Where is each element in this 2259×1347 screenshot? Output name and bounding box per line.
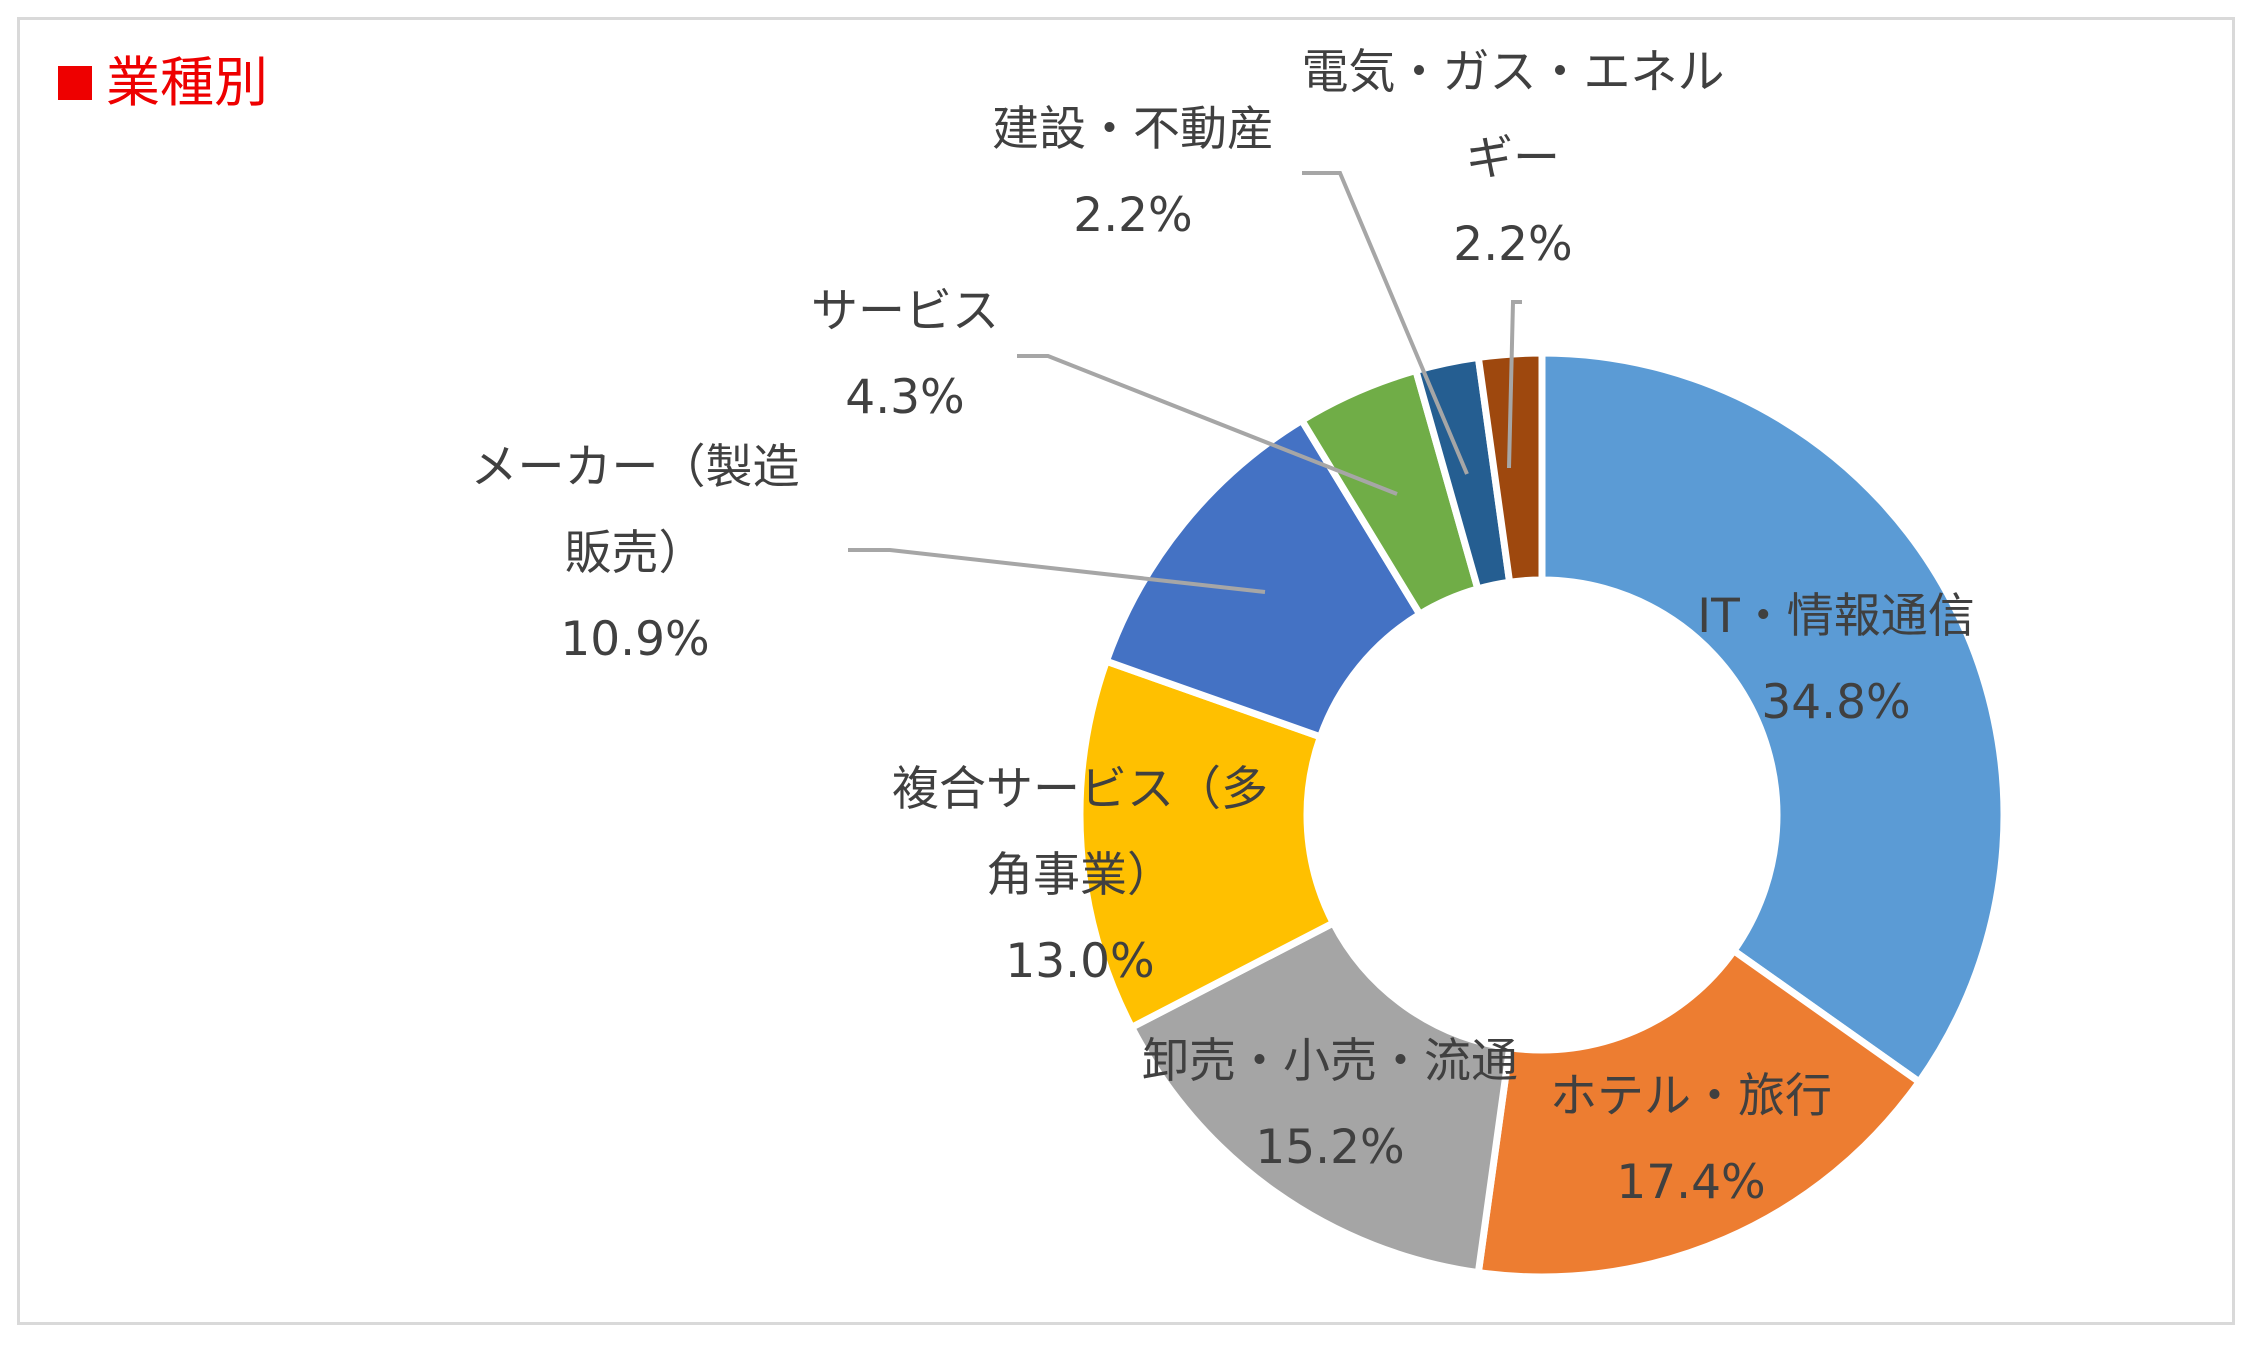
- slice-label-1: IT・情報通信 34.8%: [1697, 589, 1975, 730]
- chart-title: 業種別: [58, 48, 268, 118]
- title-square-icon: [58, 66, 92, 100]
- slice-label-2: ホテル・旅行 17.4%: [1550, 1069, 1832, 1210]
- slice-4[interactable]: [1076, 657, 1337, 1031]
- slice-label-7: 建設・不動産 2.2%: [992, 102, 1274, 243]
- slice-value-label: 2.2%: [1073, 188, 1192, 243]
- slice-2[interactable]: [1474, 947, 1923, 1281]
- slice-value-label: 17.4%: [1616, 1155, 1765, 1210]
- leader-line-7: [1302, 171, 1469, 475]
- leader-line-8: [1507, 300, 1522, 469]
- chart-title-text: 業種別: [106, 51, 268, 114]
- slice-value-label: 34.8%: [1761, 675, 1910, 730]
- slice-category-label: 販売）: [565, 526, 706, 581]
- slice-value-label: 13.0%: [1005, 934, 1154, 989]
- slice-value-label: 2.2%: [1453, 217, 1572, 272]
- slice-category-label: 角事業）: [986, 848, 1174, 903]
- slice-category-label: ホテル・旅行: [1550, 1069, 1832, 1124]
- slice-value-label: 15.2%: [1255, 1120, 1404, 1175]
- leader-line-6: [1017, 354, 1398, 496]
- slice-value-label: 10.9%: [560, 612, 709, 667]
- slice-category-label: 電気・ガス・エネル: [1302, 45, 1725, 100]
- slice-category-label: 複合サービス（多: [892, 762, 1268, 817]
- slice-category-label: ギー: [1466, 131, 1560, 186]
- slice-3[interactable]: [1128, 919, 1514, 1277]
- slice-value-label: 4.3%: [845, 370, 964, 425]
- slice-category-label: 卸売・小売・流通: [1142, 1034, 1518, 1089]
- slice-category-label: 建設・不動産: [992, 102, 1274, 157]
- slice-label-3: 卸売・小売・流通 15.2%: [1142, 1034, 1518, 1175]
- leader-line-5: [848, 548, 1266, 594]
- slice-1[interactable]: [1538, 349, 2008, 1086]
- slice-category-label: IT・情報通信: [1697, 589, 1975, 644]
- slice-category-label: サービス: [811, 284, 999, 339]
- slice-label-6: サービス 4.3%: [811, 284, 999, 425]
- slice-category-label: メーカー（製造: [471, 440, 800, 495]
